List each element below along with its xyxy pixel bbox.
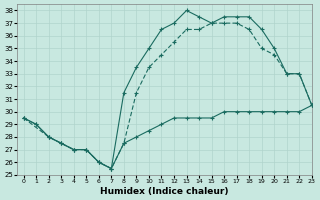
X-axis label: Humidex (Indice chaleur): Humidex (Indice chaleur): [100, 187, 229, 196]
